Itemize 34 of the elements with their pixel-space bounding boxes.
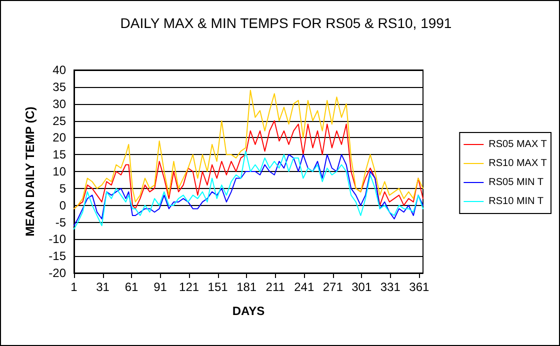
x-tick-label: 91 xyxy=(154,280,168,294)
x-tick-label: 121 xyxy=(179,280,200,294)
y-tick-label: 10 xyxy=(52,164,66,178)
legend-label: RS05 MAX T xyxy=(488,139,547,150)
x-tick-label: 211 xyxy=(266,280,286,294)
y-axis-title: MEAN DAILY TEMP (C) xyxy=(23,106,37,236)
x-axis-title: DAYS xyxy=(232,304,265,318)
line-series xyxy=(74,90,424,210)
chart-title: DAILY MAX & MIN TEMPS FOR RS05 & RS10, 1991 xyxy=(120,15,452,31)
x-tick-label: 301 xyxy=(352,280,372,294)
x-tick-label: 1 xyxy=(70,280,78,294)
y-tick-label: -10 xyxy=(48,232,66,246)
y-tick-label: -5 xyxy=(55,215,66,230)
y-tick-label: 15 xyxy=(52,148,66,162)
x-tick-label: 151 xyxy=(208,280,228,294)
y-tick-label: 20 xyxy=(52,130,66,145)
x-tick-label: 271 xyxy=(322,280,344,294)
y-tick-label: 35 xyxy=(52,80,66,94)
y-tick-label: 30 xyxy=(52,96,66,111)
legend-label: RS10 MAX T xyxy=(488,158,547,169)
y-tick-label: 5 xyxy=(59,181,66,196)
x-tick-label: 361 xyxy=(409,280,430,294)
y-tick-label: 0 xyxy=(59,198,66,212)
x-tick-label: 331 xyxy=(380,280,401,294)
y-tick-label: -20 xyxy=(48,266,66,280)
legend-label: RS10 MIN T xyxy=(488,196,544,207)
legend-label: RS05 MIN T xyxy=(488,177,544,188)
y-tick-label: 25 xyxy=(52,114,66,128)
y-tick-label: 40 xyxy=(52,63,66,77)
x-tick-label: 61 xyxy=(124,280,139,294)
x-tick-label: 31 xyxy=(96,280,110,294)
x-tick-label: 181 xyxy=(236,280,257,294)
x-tick-label: 241 xyxy=(294,280,314,294)
y-tick-label: -15 xyxy=(48,249,66,264)
